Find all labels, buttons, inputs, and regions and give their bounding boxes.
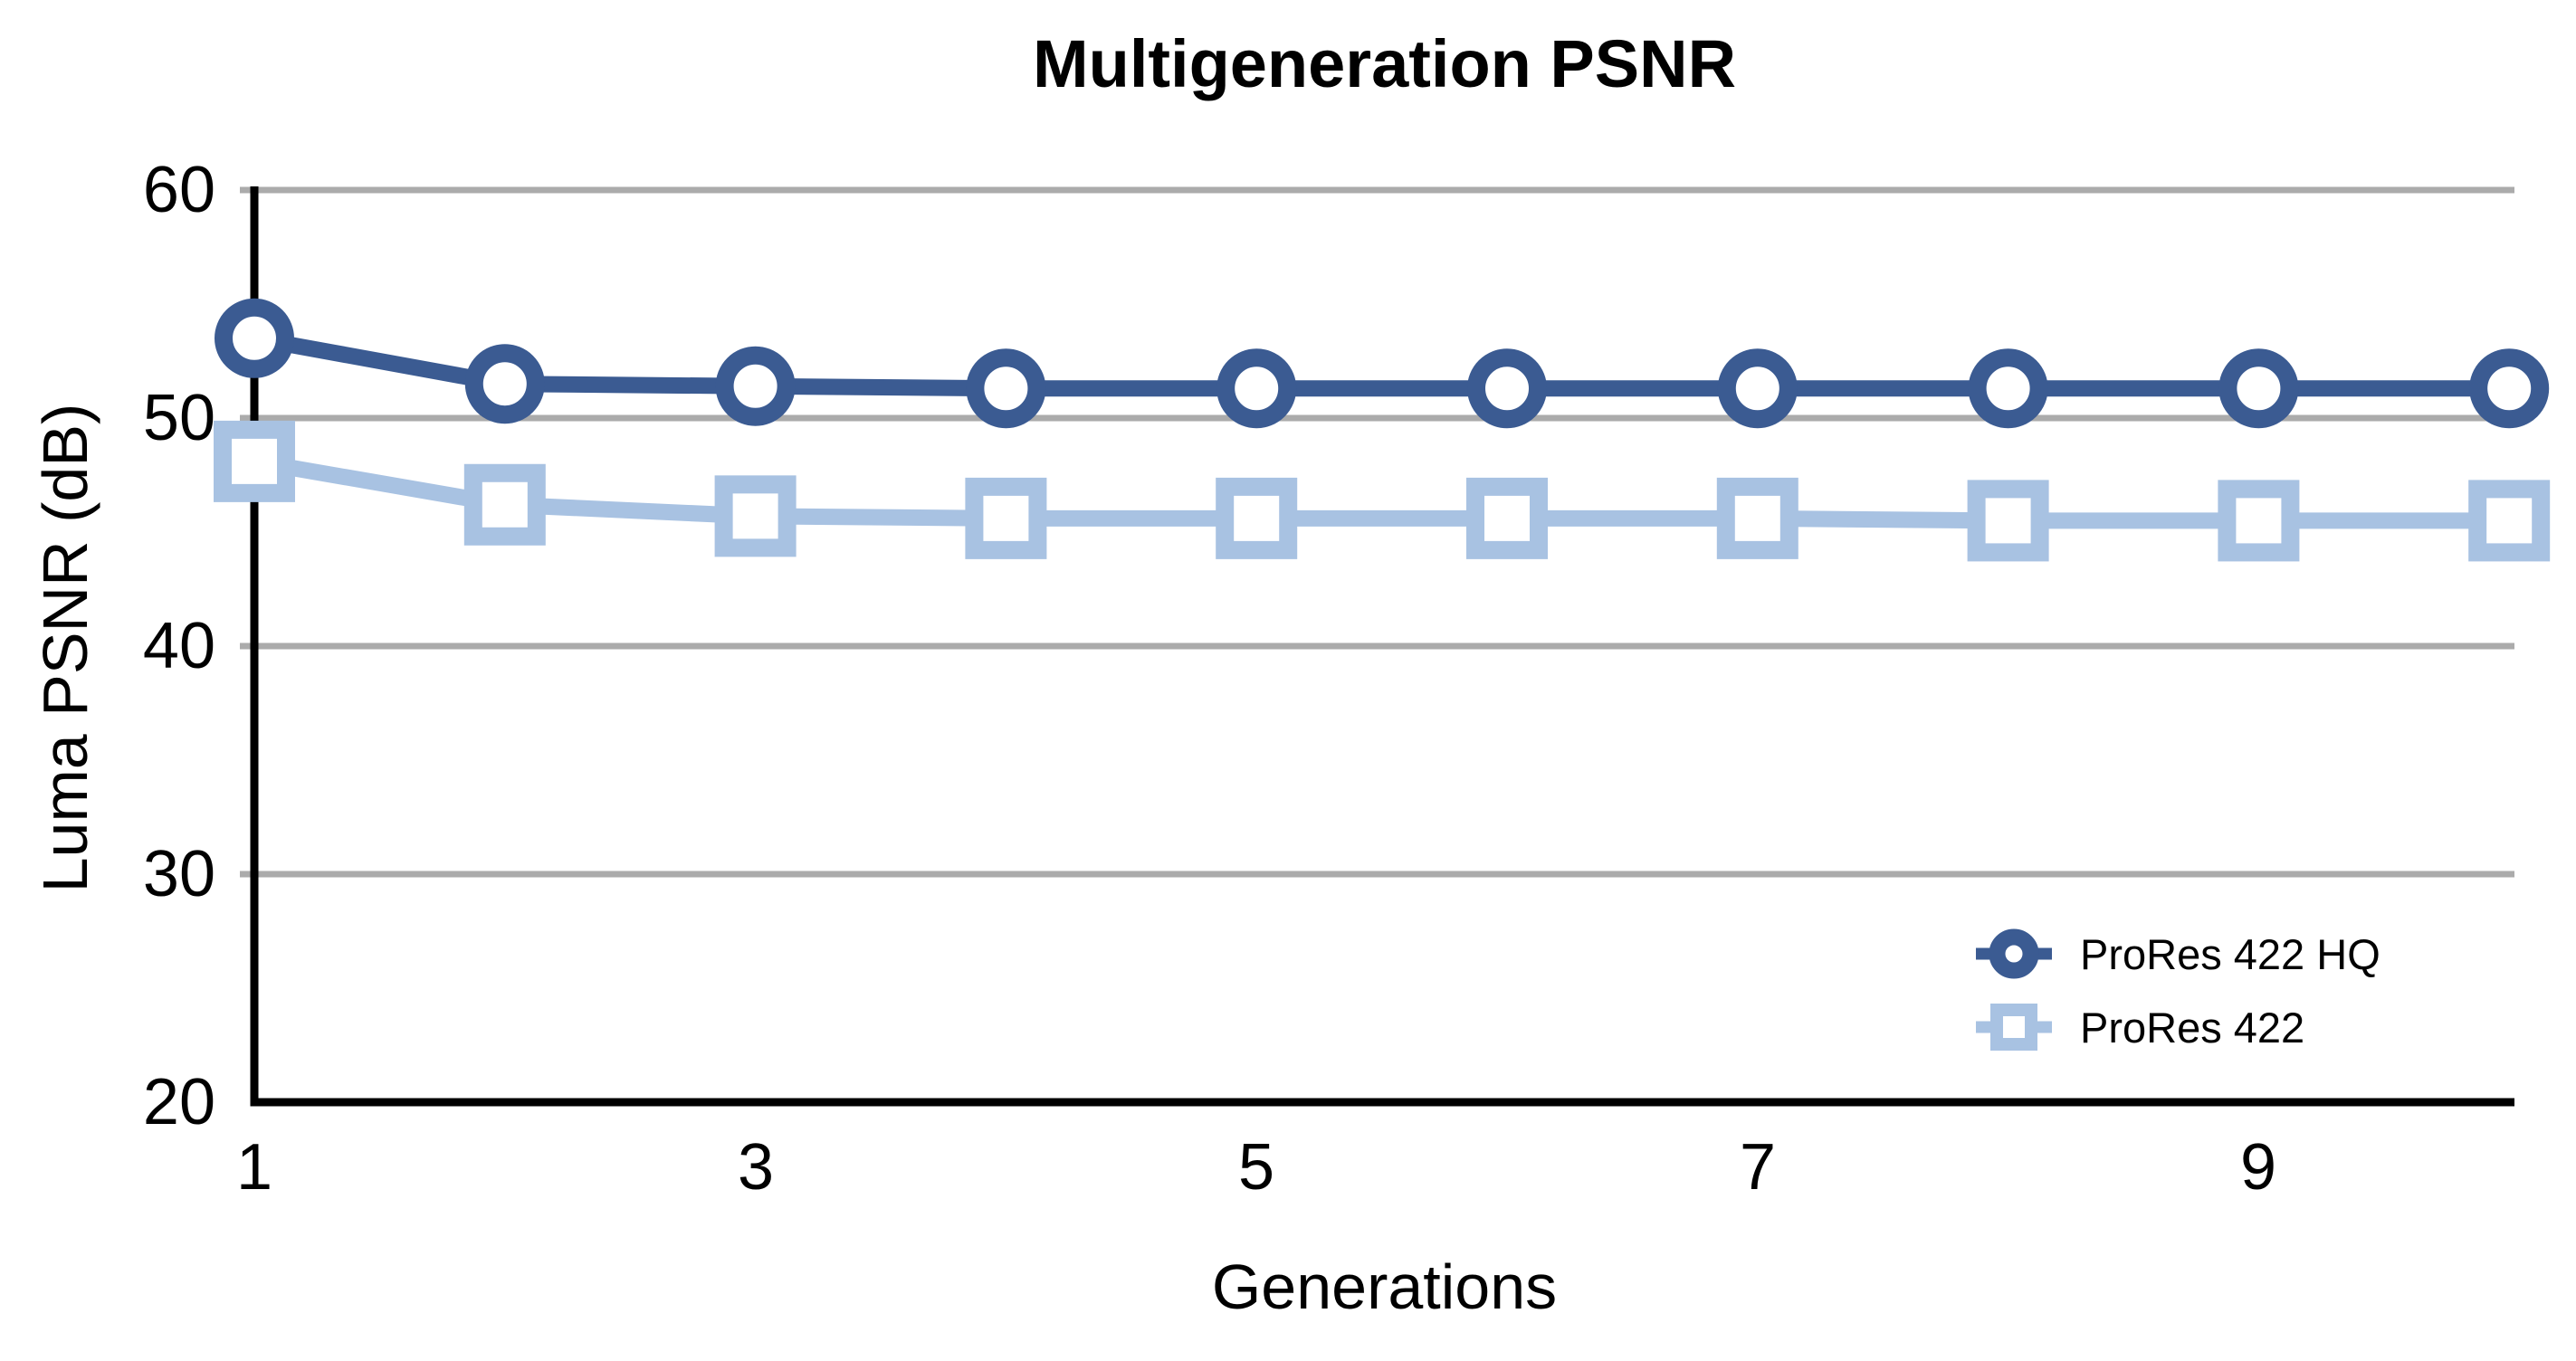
x-tick-1: 1 xyxy=(235,1131,273,1204)
data-point-square xyxy=(1466,477,1548,559)
data-point-square xyxy=(214,420,295,502)
x-tick-5: 5 xyxy=(1237,1131,1275,1204)
data-point-circle xyxy=(2218,348,2299,429)
legend-label: ProRes 422 HQ xyxy=(2080,929,2380,978)
data-point-square xyxy=(2468,480,2551,562)
data-point-circle xyxy=(1968,348,2048,429)
y-axis-label: Luma PSNR (dB) xyxy=(30,403,100,893)
circle-marker-icon xyxy=(1976,928,2052,979)
chart-title: Multigeneration PSNR xyxy=(1032,26,1737,101)
data-point-circle xyxy=(966,348,1046,429)
data-point-circle xyxy=(215,298,294,378)
data-point-square xyxy=(463,463,546,546)
data-point-square xyxy=(1216,477,1298,559)
legend: ProRes 422 HQ ProRes 422 xyxy=(1973,927,2380,1054)
legend-item-prores-422-hq: ProRes 422 HQ xyxy=(1973,927,2380,981)
y-tick-50: 50 xyxy=(142,382,215,454)
x-tick-3: 3 xyxy=(737,1131,775,1204)
x-tick-7: 7 xyxy=(1739,1131,1777,1204)
data-point-square xyxy=(1716,477,1798,559)
y-tick-60: 60 xyxy=(142,154,215,226)
series-line-square xyxy=(253,453,2510,529)
legend-item-prores-422: ProRes 422 xyxy=(1973,1000,2380,1054)
x-axis-label: Generations xyxy=(1211,1252,1558,1322)
data-point-circle xyxy=(2469,348,2550,429)
data-point-circle xyxy=(1717,348,1798,429)
x-tick-9: 9 xyxy=(2239,1131,2277,1204)
y-tick-30: 30 xyxy=(142,838,215,910)
series-line-circle xyxy=(253,329,2510,397)
data-point-circle xyxy=(1467,348,1547,429)
square-marker-icon xyxy=(1976,1004,2052,1051)
data-point-square xyxy=(714,475,797,557)
data-point-square xyxy=(965,477,1047,559)
y-tick-20: 20 xyxy=(142,1066,215,1138)
data-point-square xyxy=(1967,480,2049,562)
data-point-square xyxy=(2218,480,2300,562)
data-point-circle xyxy=(1216,348,1297,429)
data-point-circle xyxy=(464,344,545,424)
data-point-circle xyxy=(715,346,796,426)
legend-label: ProRes 422 xyxy=(2080,1003,2305,1052)
y-tick-40: 40 xyxy=(142,610,215,682)
